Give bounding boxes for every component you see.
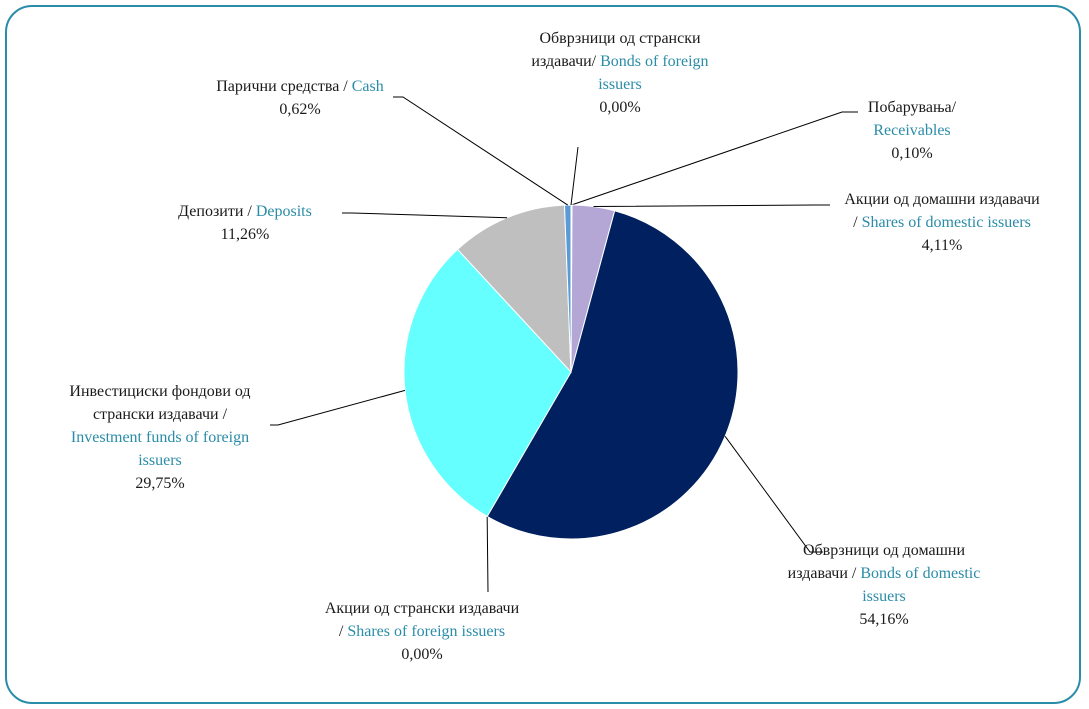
leader-line bbox=[724, 435, 823, 553]
leader-line bbox=[393, 96, 569, 206]
value-label: 0,62% bbox=[279, 101, 321, 118]
pie-slice bbox=[403, 248, 572, 518]
label-en: Investment funds of foreign issuers bbox=[70, 429, 250, 469]
label-mk: Обврзници од домашни издавачи / bbox=[787, 542, 966, 582]
value-label: 4,11% bbox=[921, 237, 963, 254]
slice-label: Инвестициски фондови од странски издавач… bbox=[60, 380, 260, 495]
leader-line bbox=[571, 111, 858, 206]
leader-line bbox=[486, 516, 489, 593]
label-mk: Парични средства / bbox=[216, 78, 348, 95]
label-en: Receivables bbox=[873, 122, 951, 139]
label-en: Shares of foreign issuers bbox=[347, 623, 506, 640]
label-en: Deposits bbox=[255, 203, 312, 220]
label-mk: Акции од странски издавачи / bbox=[324, 600, 520, 640]
label-en: Shares of domestic issuers bbox=[861, 214, 1031, 231]
leader-line bbox=[342, 212, 508, 219]
slice-label: Акции од домашни издавачи / Shares of do… bbox=[842, 188, 1042, 257]
value-label: 54,16% bbox=[859, 611, 909, 628]
label-mk: Побарувања/ bbox=[867, 99, 957, 116]
label-mk: Депозити / bbox=[178, 203, 252, 220]
leader-line bbox=[570, 146, 579, 206]
slice-label: Депозити / Deposits 11,26% bbox=[135, 200, 355, 246]
frame bbox=[5, 5, 1081, 704]
leader-line bbox=[270, 389, 406, 426]
label-en: Bonds of foreign issuers bbox=[598, 53, 709, 93]
slice-label: Обврзници од домашни издавачи / Bonds of… bbox=[784, 539, 984, 631]
slice-label: Побарувања/ Receivables 0,10% bbox=[837, 96, 987, 165]
value-label: 29,75% bbox=[135, 475, 185, 492]
slice-label: Парични средства / Cash 0,62% bbox=[200, 75, 400, 121]
value-label: 0,00% bbox=[401, 646, 443, 663]
pie-slice bbox=[486, 210, 739, 540]
label-en: Cash bbox=[351, 78, 384, 95]
pie-slice bbox=[456, 204, 572, 374]
pie-slice bbox=[563, 204, 572, 373]
label-mk: Инвестициски фондови од странски издавач… bbox=[69, 383, 251, 423]
leader-line bbox=[593, 204, 830, 208]
slice-label: Обврзници од странски издавачи/ Bonds of… bbox=[530, 27, 710, 119]
slice-label: Акции од странски издавачи / Shares of f… bbox=[322, 597, 522, 666]
value-label: 0,10% bbox=[891, 145, 933, 162]
label-mk: Акции од домашни издавачи / bbox=[844, 191, 1040, 231]
value-label: 11,26% bbox=[220, 226, 270, 243]
label-en: Bonds of domestic issuers bbox=[860, 565, 981, 605]
value-label: 0,00% bbox=[599, 99, 641, 116]
label-mk: Обврзници од странски издавачи/ bbox=[531, 30, 701, 70]
